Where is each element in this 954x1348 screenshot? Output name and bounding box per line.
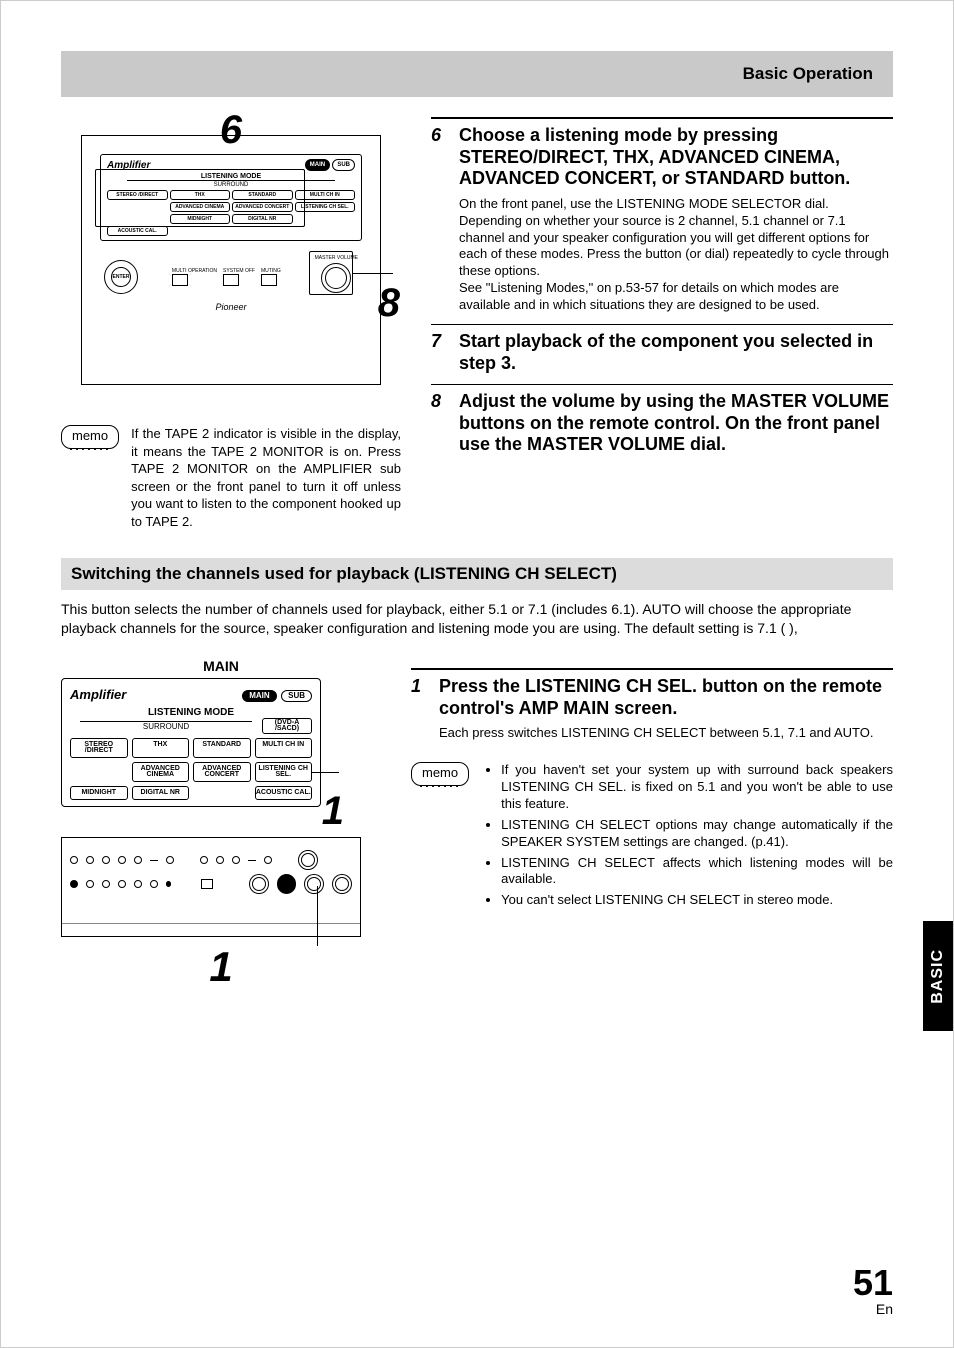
highlight-6: [95, 169, 305, 227]
page-number-block: 51 En: [853, 1265, 893, 1317]
side-tab-label: BASIC: [929, 949, 947, 1004]
memo-badge: memo: [61, 425, 119, 449]
main-pill: MAIN: [242, 690, 276, 702]
muting-btn: [261, 274, 277, 286]
btn: ADVANCED CONCERT: [193, 762, 251, 782]
multi-op-label: MULTI OPERATION: [172, 268, 217, 274]
bullet: LISTENING CH SELECT options may change a…: [501, 817, 893, 851]
btn-label: LISTENING CH SEL.: [259, 765, 308, 778]
bullet: If you haven't set your system up with s…: [501, 762, 893, 813]
fp-leader: [317, 886, 318, 946]
step-head: Press the LISTENING CH SEL. button on th…: [439, 676, 893, 719]
remote-diagram-2: 1 Amplifier MAIN SUB LISTENING MODE SURR…: [61, 678, 321, 807]
page: Basic Operation 6 8 Amplifier MAIN SUB: [0, 0, 954, 1348]
enter-dial: ENTER: [104, 260, 138, 294]
step-body: Each press switches LISTENING CH SELECT …: [439, 725, 893, 742]
step-num: 1: [411, 676, 427, 742]
bullet: LISTENING CH SELECT affects which listen…: [501, 855, 893, 889]
enter-label: ENTER: [113, 274, 130, 280]
callout-1: 1: [322, 789, 344, 834]
btn: ACOUSTIC CAL.: [255, 786, 313, 800]
callout-1b: 1: [61, 943, 381, 991]
front-panel-diagram: [61, 837, 361, 937]
callout-8: 8: [378, 281, 400, 326]
memo-text: If the TAPE 2 indicator is visible in th…: [131, 425, 401, 530]
step-num: 7: [431, 331, 447, 374]
btn: ADVANCED CINEMA: [132, 762, 190, 782]
header-title: Basic Operation: [743, 64, 873, 84]
system-off-label: SYSTEM OFF: [223, 268, 255, 274]
page-number: 51: [853, 1265, 893, 1301]
amp-panel: Amplifier MAIN SUB LISTENING MODE SURROU…: [100, 154, 362, 241]
step-8: 8 Adjust the volume by using the MASTER …: [431, 384, 893, 456]
main-label: MAIN: [61, 658, 381, 674]
btn: MIDNIGHT: [70, 786, 128, 800]
memo-badge: memo: [411, 762, 469, 786]
callout-6: 6: [220, 108, 242, 153]
step-head: Adjust the volume by using the MASTER VO…: [459, 391, 893, 456]
header-bar: Basic Operation: [61, 51, 893, 97]
step-1: 1 Press the LISTENING CH SEL. button on …: [411, 668, 893, 742]
page-lang: En: [853, 1301, 893, 1317]
btn: MULTI CH IN: [255, 738, 313, 758]
btn: ACOUSTIC CAL.: [107, 226, 168, 236]
step-head: Choose a listening mode by pressing STER…: [459, 125, 893, 190]
step-6: 6 Choose a listening mode by pressing ST…: [431, 117, 893, 314]
step-num: 8: [431, 391, 447, 456]
bottom-controls: ENTER MULTI OPERATION SYSTEM OFF MUTING …: [100, 255, 362, 298]
step-head: Start playback of the component you sele…: [459, 331, 893, 374]
section-intro: This button selects the number of channe…: [61, 600, 893, 638]
right-column: 6 Choose a listening mode by pressing ST…: [431, 107, 893, 530]
leader-1: [311, 772, 339, 773]
leader-8: [353, 273, 393, 274]
lower-columns: MAIN 1 Amplifier MAIN SUB LISTENING MODE…: [61, 658, 893, 991]
surround-label: SURROUND: [80, 721, 252, 731]
btn-listening-ch-sel: LISTENING CH SEL.: [255, 762, 313, 782]
highlight-8: [309, 251, 353, 295]
section-bar: Switching the channels used for playback…: [61, 558, 893, 590]
btn: THX: [132, 738, 190, 758]
dvda-label: (DVD-A /SACD): [262, 718, 312, 734]
muting-label: MUTING: [261, 268, 281, 274]
lower-left: MAIN 1 Amplifier MAIN SUB LISTENING MODE…: [61, 658, 381, 991]
system-off-btn: [223, 274, 239, 286]
remote-diagram-1: 6 8 Amplifier MAIN SUB LISTENING MODE: [81, 135, 381, 385]
btn: STANDARD: [193, 738, 251, 758]
btn: STEREO /DIRECT: [70, 738, 128, 758]
listening-mode-label: LISTENING MODE: [70, 707, 312, 718]
amp-title: Amplifier: [70, 687, 126, 702]
memo-bullets: If you haven't set your system up with s…: [483, 762, 893, 913]
fp-knob: [298, 850, 318, 870]
step-body: On the front panel, use the LISTENING MO…: [459, 196, 893, 314]
left-column: 6 8 Amplifier MAIN SUB LISTENING MODE: [61, 107, 401, 530]
btn: DIGITAL NR: [132, 786, 190, 800]
step-7: 7 Start playback of the component you se…: [431, 324, 893, 374]
step-num: 6: [431, 125, 447, 314]
main-pill: MAIN: [305, 159, 330, 171]
lower-right: 1 Press the LISTENING CH SEL. button on …: [411, 658, 893, 913]
brand-label: Pioneer: [100, 302, 362, 312]
sub-pill: SUB: [332, 159, 355, 171]
step-head-text: Start playback of the component you sele…: [459, 331, 873, 373]
memo-1: memo If the TAPE 2 indicator is visible …: [61, 425, 401, 530]
side-tab: BASIC: [923, 921, 953, 1031]
bullet: You can't select LISTENING CH SELECT in …: [501, 892, 893, 909]
sub-pill: SUB: [281, 690, 312, 702]
upper-columns: 6 8 Amplifier MAIN SUB LISTENING MODE: [61, 107, 893, 530]
memo-2: memo If you haven't set your system up w…: [411, 762, 893, 913]
multi-op-btn: [172, 274, 188, 286]
